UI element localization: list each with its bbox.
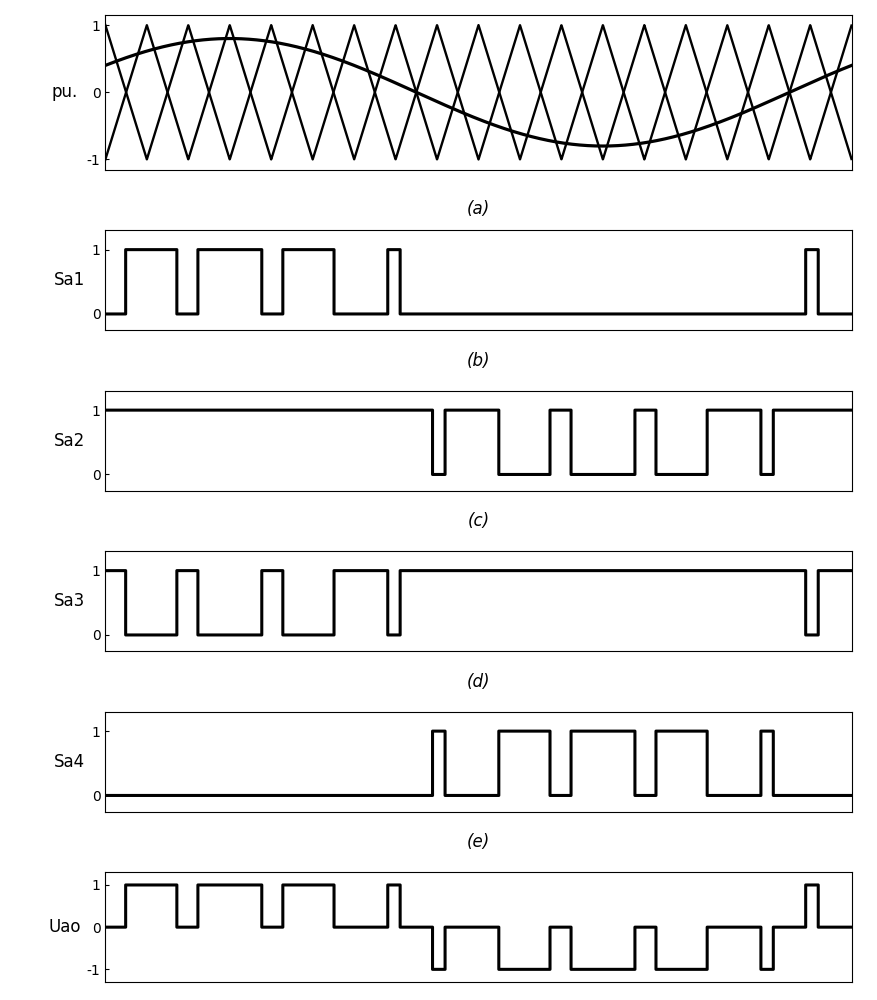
Text: (b): (b) — [467, 352, 489, 370]
Y-axis label: Sa1: Sa1 — [53, 271, 85, 289]
Y-axis label: Sa2: Sa2 — [53, 432, 85, 450]
Y-axis label: Uao: Uao — [48, 918, 81, 936]
Text: (c): (c) — [467, 512, 489, 530]
Y-axis label: Sa4: Sa4 — [53, 753, 85, 771]
Text: (e): (e) — [467, 833, 489, 851]
Text: (d): (d) — [467, 673, 489, 691]
Y-axis label: pu.: pu. — [52, 83, 77, 101]
Y-axis label: Sa3: Sa3 — [53, 592, 85, 610]
Text: (a): (a) — [467, 200, 489, 218]
